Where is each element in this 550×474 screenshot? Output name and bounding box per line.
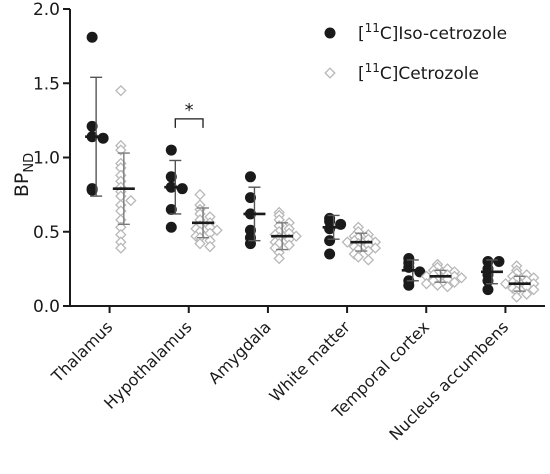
iso-cetrozole-point bbox=[165, 203, 177, 215]
cetrozole-point bbox=[362, 254, 375, 266]
x-tick-label: White matter bbox=[266, 317, 355, 406]
y-axis-ticks: 0.0 0.5 1.0 1.5 2.0 bbox=[33, 0, 70, 317]
cetrozole-point bbox=[194, 237, 206, 250]
y-tick-label: 0.0 bbox=[33, 297, 60, 317]
iso-cetrozole-point bbox=[324, 235, 336, 247]
iso-cetrozole-point bbox=[176, 183, 188, 195]
axes bbox=[69, 9, 545, 307]
cetrozole-point bbox=[115, 84, 127, 97]
cetrozole-point bbox=[455, 272, 468, 284]
cetrozole-point bbox=[125, 194, 137, 207]
cetrozole-point bbox=[420, 278, 433, 290]
y-tick-label: 1.0 bbox=[33, 149, 60, 169]
y-axis-label: BPND bbox=[11, 153, 37, 197]
iso-cetrozole-point bbox=[86, 120, 98, 132]
cetrozole-point bbox=[194, 188, 206, 201]
x-tick-label: Thalamus bbox=[47, 317, 116, 386]
iso-cetrozole-point bbox=[244, 192, 256, 204]
cetrozole-point bbox=[115, 242, 127, 254]
cetrozole-point bbox=[283, 239, 295, 251]
cetrozole-point bbox=[527, 283, 540, 296]
legend: [11C]Iso-cetrozole [11C]Cetrozole bbox=[324, 21, 507, 84]
cetrozole-point bbox=[341, 236, 354, 248]
y-tick-label: 0.5 bbox=[33, 223, 60, 243]
annotations: * bbox=[174, 100, 204, 128]
cetrozole-point bbox=[115, 144, 127, 156]
cetrozole-point bbox=[441, 280, 454, 293]
cetrozole-point bbox=[369, 242, 382, 254]
legend-marker-iso-cetrozole bbox=[324, 27, 336, 39]
cetrozole-point bbox=[204, 240, 216, 253]
iso-cetrozole-point bbox=[86, 31, 98, 43]
legend-label: [11C]Iso-cetrozole bbox=[358, 21, 507, 44]
iso-cetrozole-point bbox=[97, 132, 109, 144]
cetrozole-point bbox=[499, 278, 512, 290]
cetrozole-point bbox=[352, 251, 365, 263]
iso-cetrozole-point bbox=[86, 184, 98, 196]
significance-bracket bbox=[174, 118, 204, 128]
x-tick-label: Amygdala bbox=[204, 317, 274, 387]
iso-cetrozole-point bbox=[403, 279, 415, 291]
legend-label: [11C]Cetrozole bbox=[358, 61, 479, 84]
iso-cetrozole-point bbox=[324, 248, 336, 260]
iso-cetrozole-point bbox=[165, 221, 177, 233]
cetrozole-point bbox=[448, 276, 461, 288]
iso-cetrozole-point bbox=[493, 255, 505, 267]
iso-cetrozole-point bbox=[244, 171, 256, 183]
iso-cetrozole-point bbox=[165, 144, 177, 156]
iso-cetrozole-point bbox=[482, 284, 494, 296]
iso-cetrozole-point bbox=[165, 171, 177, 183]
y-tick-label: 2.0 bbox=[33, 0, 60, 20]
legend-marker-cetrozole bbox=[324, 67, 336, 79]
cetrozole-point bbox=[290, 230, 302, 242]
cetrozole-point bbox=[510, 291, 523, 303]
mean-sd-bars bbox=[85, 76, 531, 292]
y-tick-label: 1.5 bbox=[33, 74, 60, 94]
significance-star: * bbox=[185, 100, 194, 121]
cetrozole-point bbox=[273, 252, 285, 265]
